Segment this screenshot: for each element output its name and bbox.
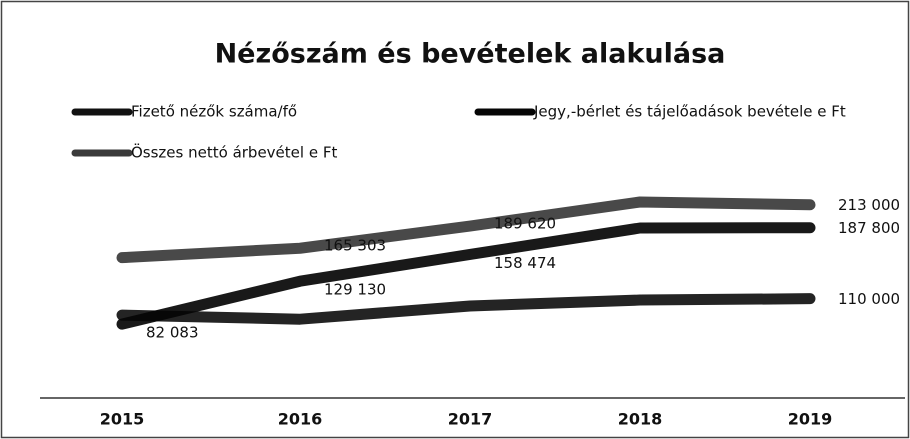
series-line (116, 293, 816, 325)
data-label: 158 474 (494, 254, 556, 272)
series-line (116, 222, 816, 330)
data-label: 82 083 (146, 324, 199, 342)
x-tick-label: 2016 (278, 410, 323, 429)
x-tick-label: 2019 (788, 410, 833, 429)
legend-label: Fizető nézők száma/fő (131, 103, 297, 121)
data-label: 187 800 (838, 219, 900, 237)
data-label: 110 000 (838, 290, 900, 308)
data-label: 189 620 (494, 215, 556, 233)
x-tick-label: 2017 (448, 410, 493, 429)
chart-title: Nézőszám és bevételek alakulása (215, 39, 726, 70)
legend-label: Jegy,-bérlet és tájelőadások bevétele e … (533, 103, 846, 121)
data-label: 129 130 (324, 281, 386, 299)
x-tick-label: 2015 (100, 410, 145, 429)
series-line (116, 196, 816, 264)
data-label: 165 303 (324, 237, 386, 255)
x-tick-label: 2018 (618, 410, 663, 429)
legend-label: Összes nettó árbevétel e Ft (131, 143, 337, 162)
data-label: 213 000 (838, 196, 900, 214)
